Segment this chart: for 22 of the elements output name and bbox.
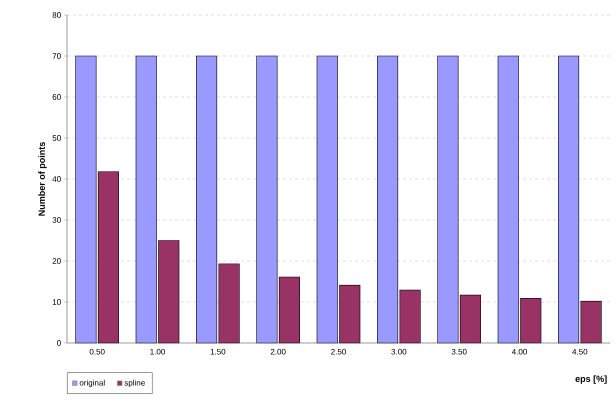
y-tick-label: 60: [52, 94, 61, 100]
legend-label: original: [80, 380, 105, 388]
y-tick-label: 10: [52, 299, 61, 305]
y-tick-label: 0: [57, 340, 61, 346]
y-axis-title: Number of points: [38, 142, 47, 216]
x-tick-label: 1.00: [150, 348, 165, 355]
y-tick-label: 40: [52, 176, 61, 182]
x-tick-label: 0.50: [90, 348, 105, 355]
y-tick-label: 80: [52, 12, 61, 18]
y-tick-label: 70: [52, 53, 61, 59]
x-tick-label: 2.00: [270, 348, 286, 355]
x-tick-label: 4.50: [572, 348, 588, 355]
x-tick-label: 2.50: [331, 348, 346, 355]
x-tick-label: 1.50: [210, 348, 226, 355]
x-tick-label: 4.00: [512, 348, 527, 355]
y-tick-label: 30: [52, 217, 61, 223]
y-tick-label: 50: [52, 135, 61, 141]
y-tick-label: 20: [52, 258, 61, 264]
legend-label: spline: [124, 380, 145, 388]
x-tick-label: 3.00: [391, 348, 406, 355]
x-axis-title: eps [%]: [575, 375, 607, 384]
x-tick-label: 3.50: [452, 348, 467, 355]
